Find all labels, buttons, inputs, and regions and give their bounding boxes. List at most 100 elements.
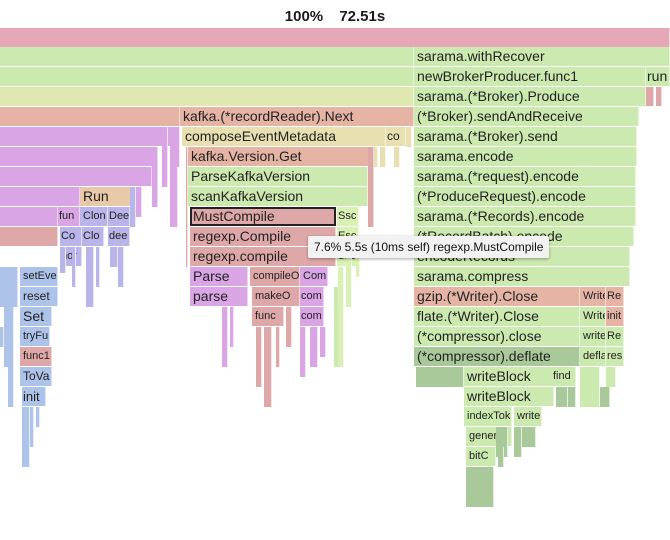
flame-frame[interactable]: indexTok (464, 407, 512, 426)
flame-frame[interactable] (346, 247, 352, 307)
flame-frame[interactable]: Dee (108, 207, 130, 226)
flame-frame[interactable]: composeEventMetadata (182, 127, 386, 146)
flame-frame[interactable]: scanKafkaVersion (188, 187, 368, 206)
flame-frame[interactable] (646, 87, 654, 106)
flame-frame[interactable] (0, 267, 18, 307)
flame-frame[interactable] (514, 427, 522, 457)
flame-frame[interactable]: gzip.(*Writer).Close (414, 287, 580, 306)
flame-frame[interactable] (256, 327, 262, 387)
flame-frame[interactable] (130, 187, 136, 227)
flame-frame[interactable] (72, 247, 76, 287)
flame-frame[interactable]: write (580, 327, 606, 346)
flame-frame[interactable]: writeBlock (464, 387, 554, 406)
flame-frame[interactable]: Re (606, 287, 624, 306)
flame-frame[interactable]: kafka.(*recordReader).Next (180, 107, 414, 126)
flame-frame[interactable] (22, 407, 30, 467)
flame-frame[interactable] (0, 167, 152, 186)
flame-frame[interactable] (356, 247, 360, 277)
flame-frame[interactable]: fun (58, 207, 80, 226)
flame-frame[interactable] (0, 67, 414, 86)
flame-frame[interactable] (176, 127, 180, 167)
flame-frame[interactable]: sarama.(*Records).encode (414, 207, 636, 226)
flame-frame[interactable] (170, 127, 178, 227)
flame-frame[interactable]: (*ProduceRequest).encode (414, 187, 636, 206)
flame-frame[interactable] (0, 227, 58, 246)
flame-frame[interactable]: Clon (80, 207, 108, 226)
flame-frame[interactable] (152, 147, 158, 207)
flame-frame[interactable]: init (22, 387, 46, 406)
flame-frame[interactable]: func (252, 307, 284, 326)
flame-frame[interactable]: tryFu (20, 327, 50, 346)
flame-frame[interactable]: bitC (466, 447, 496, 466)
flame-frame[interactable]: Co (60, 227, 82, 246)
flame-frame[interactable] (0, 147, 156, 166)
flame-frame[interactable]: ToVa (20, 367, 52, 386)
flame-frame[interactable]: reset (20, 287, 58, 306)
flame-frame[interactable]: newBrokerProducer.func1 (414, 67, 646, 86)
flame-frame[interactable]: (*compressor).deflate (414, 347, 580, 366)
flame-frame[interactable] (606, 367, 616, 387)
flame-frame[interactable] (186, 147, 188, 267)
flame-frame[interactable]: kafka.Version.Get (188, 147, 370, 166)
flame-frame[interactable] (118, 247, 124, 287)
flame-frame[interactable] (416, 367, 464, 387)
flame-frame[interactable]: Set (20, 307, 52, 326)
flame-frame[interactable]: defla (580, 347, 606, 366)
flame-frame[interactable]: Write (580, 287, 606, 306)
flame-frame[interactable]: Com (300, 267, 328, 286)
flame-frame[interactable]: res (606, 347, 624, 366)
flame-frame[interactable] (286, 307, 292, 347)
flame-frame[interactable] (8, 367, 14, 407)
flame-frame[interactable] (162, 127, 168, 187)
flame-frame[interactable] (4, 307, 14, 367)
flame-frame[interactable] (136, 187, 142, 217)
flame-frame[interactable]: parse (190, 287, 248, 306)
flame-frame[interactable]: flate.(*Writer).Close (414, 307, 580, 326)
flame-frame[interactable]: (*Broker).sendAndReceive (414, 107, 639, 126)
flame-frame[interactable] (498, 447, 504, 467)
flame-frame[interactable] (522, 427, 536, 447)
flame-frame[interactable] (0, 207, 58, 226)
flame-frame[interactable]: init (606, 307, 624, 326)
flame-frame[interactable] (264, 327, 272, 407)
flame-frame[interactable] (30, 407, 34, 447)
flame-frame[interactable] (0, 187, 80, 206)
flame-frame[interactable]: sarama.(*Broker).Produce (414, 87, 646, 106)
flame-frame[interactable] (310, 327, 318, 367)
flame-frame[interactable]: write (514, 407, 542, 426)
flame-frame[interactable]: sarama.compress (414, 267, 630, 286)
flame-frame[interactable] (96, 247, 100, 287)
flame-frame[interactable]: makeO (252, 287, 300, 306)
flame-frame[interactable]: Run (80, 187, 140, 206)
flame-frame[interactable] (580, 367, 600, 407)
flame-frame[interactable] (466, 467, 494, 507)
flame-frame[interactable] (656, 87, 662, 106)
flame-frame[interactable]: find (552, 367, 576, 386)
flame-frame[interactable]: Parse (190, 267, 248, 286)
flame-frame[interactable]: sarama.encode (414, 147, 637, 166)
flame-frame[interactable]: co (386, 127, 406, 146)
flame-frame[interactable]: regexp.Compile (190, 227, 336, 246)
flame-frame[interactable]: setEve (20, 267, 58, 286)
flame-frame[interactable] (230, 307, 234, 347)
flame-frame[interactable] (0, 87, 414, 106)
flame-frame[interactable]: run (646, 67, 670, 86)
flame-frame[interactable] (300, 327, 306, 377)
flame-frame[interactable]: sarama.withRecover (414, 47, 670, 66)
flame-frame[interactable]: com (300, 307, 324, 326)
flame-frame[interactable] (36, 407, 40, 427)
flame-frame[interactable] (86, 247, 94, 307)
flame-frame[interactable] (276, 327, 280, 367)
flame-frame[interactable]: sarama.(*request).encode (414, 167, 636, 186)
flame-frame[interactable]: func1 (20, 347, 52, 366)
flame-frame[interactable]: regexp.compile (190, 247, 336, 266)
flame-frame[interactable]: Re (606, 327, 624, 346)
flame-frame[interactable] (0, 107, 180, 126)
flame-frame[interactable] (568, 387, 576, 407)
flame-frame[interactable] (0, 28, 670, 47)
flame-frame[interactable] (60, 247, 66, 273)
flame-frame[interactable]: writeBlock (464, 367, 554, 386)
flame-frame[interactable]: (*compressor).close (414, 327, 580, 346)
flame-frame[interactable] (0, 47, 414, 66)
flame-frame[interactable] (556, 387, 568, 407)
